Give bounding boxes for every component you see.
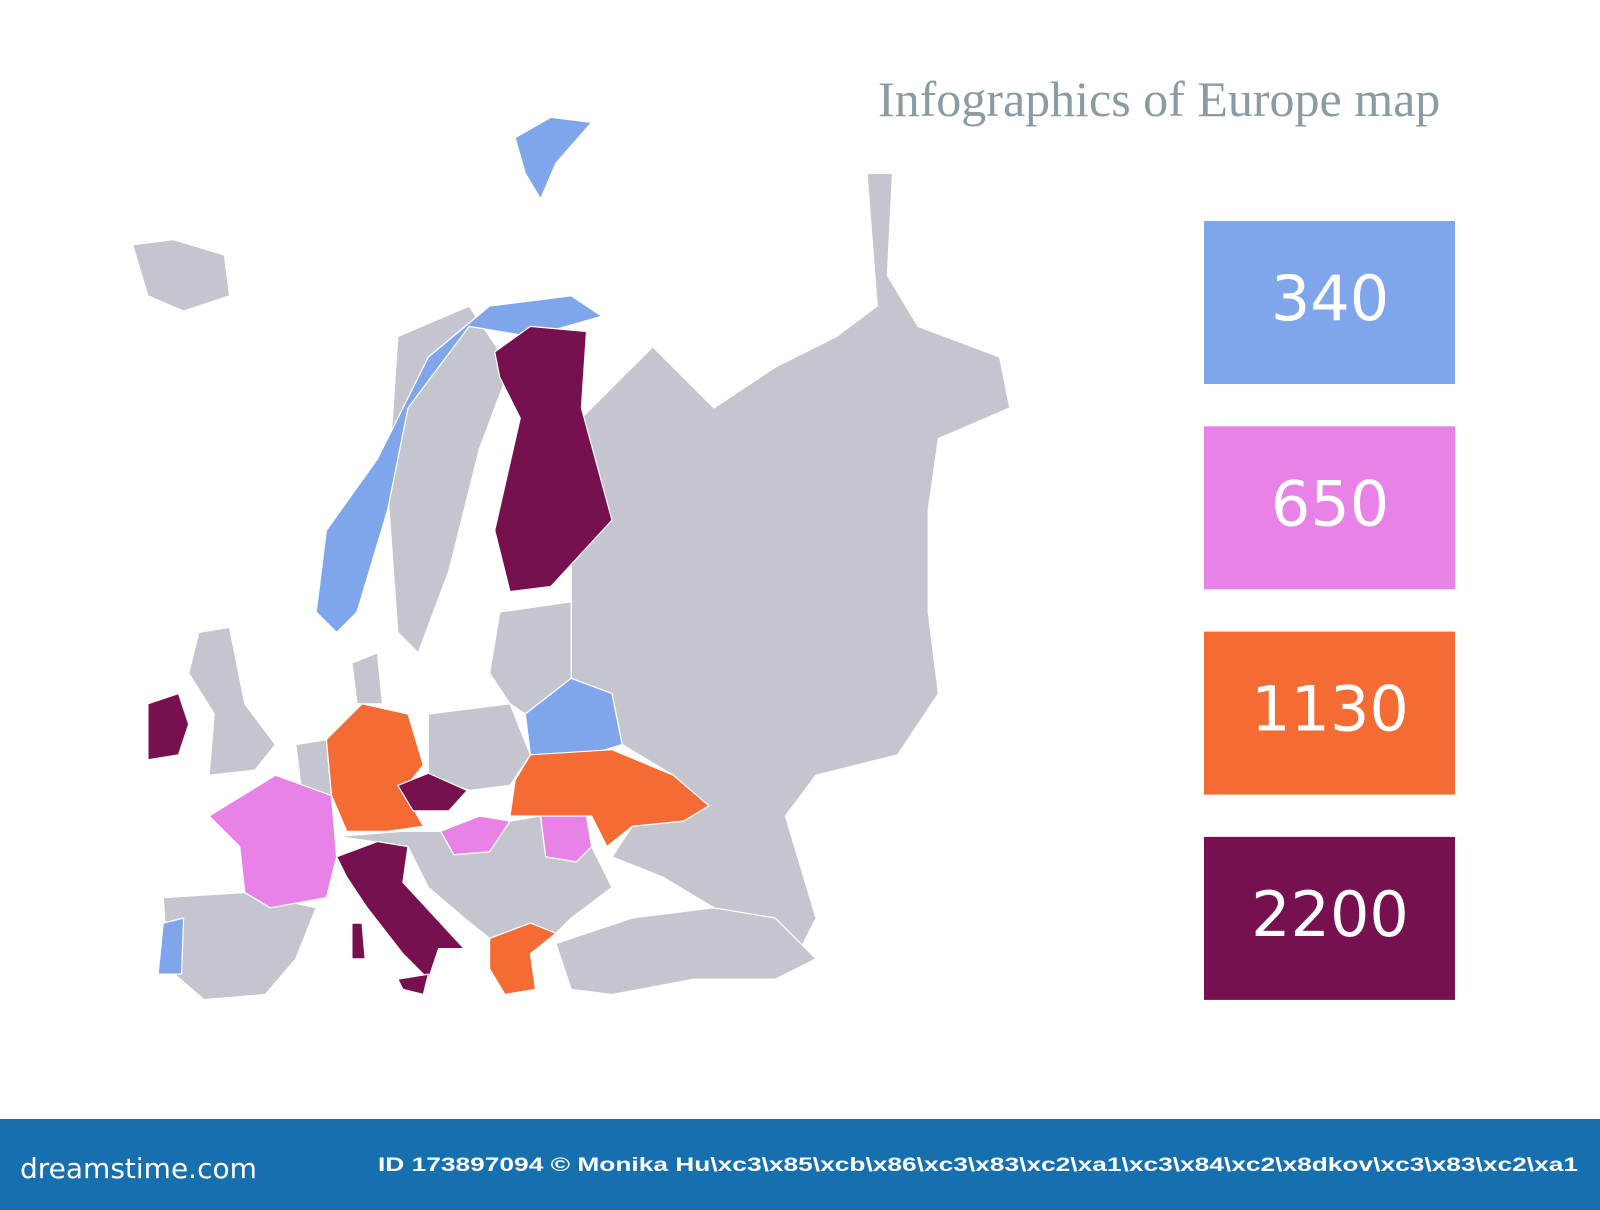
credit: ID 173897094 © Monika Hu\xc3\x85\xcb\x86… (378, 1155, 1579, 1176)
czechia (397, 772, 468, 812)
finland (494, 325, 613, 593)
denmark (351, 652, 384, 705)
legend: 340 650 1130 2200 (1204, 221, 1455, 1000)
footer (0, 1119, 1600, 1210)
iceland (131, 239, 231, 312)
ireland (147, 692, 190, 761)
italy (335, 840, 465, 980)
sicily (397, 973, 430, 996)
legend-box (1204, 836, 1455, 1000)
france (208, 774, 338, 909)
title: Infographics of Europe map (878, 71, 1440, 127)
poland (427, 703, 532, 792)
map (131, 116, 1011, 1001)
ukraine (509, 749, 710, 848)
romania (539, 815, 593, 863)
norway (315, 295, 603, 634)
svalbard (514, 116, 593, 200)
legend-value: 2200 (1251, 878, 1409, 951)
legend-box (1204, 426, 1455, 590)
legend-value: 650 (1271, 467, 1389, 540)
portugal (157, 917, 185, 975)
logo: dreamstime.com (20, 1152, 257, 1185)
sardinia (351, 922, 366, 960)
hungary (440, 815, 511, 856)
turkey (555, 907, 817, 996)
legend-value: 1130 (1251, 673, 1409, 746)
legend-value: 340 (1271, 262, 1389, 335)
uk (188, 626, 277, 776)
legend-box (1204, 631, 1455, 795)
spain (162, 891, 317, 1001)
greece (488, 922, 557, 996)
germany (325, 703, 424, 832)
legend-box (1204, 221, 1455, 384)
russia (570, 172, 1011, 960)
sweden (386, 305, 511, 654)
